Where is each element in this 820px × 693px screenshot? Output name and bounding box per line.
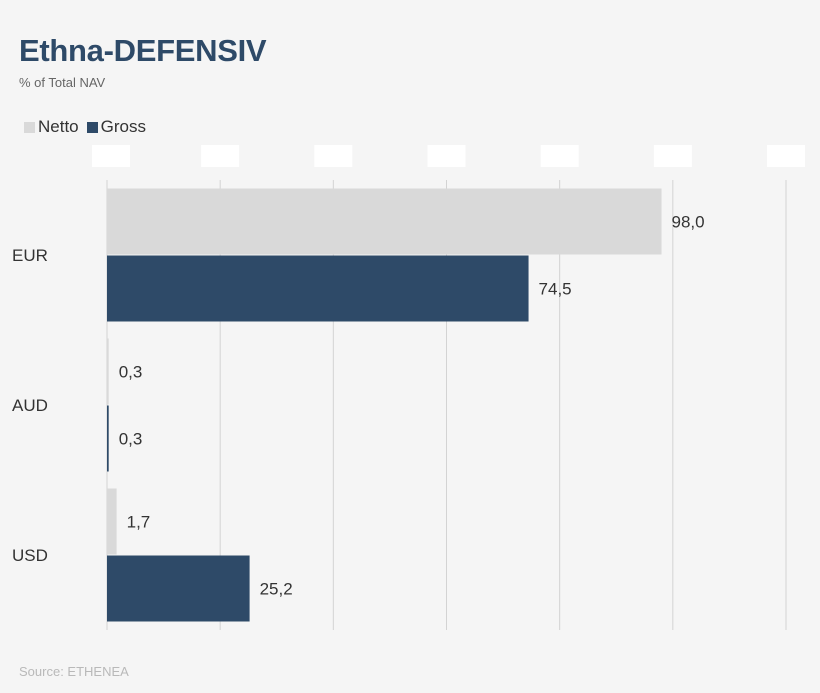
data-label: 0,3 (119, 363, 143, 382)
category-label: USD (12, 546, 48, 565)
x-tick-label-box (540, 145, 579, 167)
legend-item-netto: Netto (24, 117, 79, 137)
x-tick-label-box (201, 145, 240, 167)
x-tick-label-box (427, 145, 466, 167)
legend-swatch-gross (86, 121, 98, 133)
bar-gross (107, 255, 529, 322)
chart-subtitle: % of Total NAV (19, 75, 106, 90)
category-label: EUR (12, 246, 48, 265)
bar-netto (107, 188, 662, 255)
x-tick-label-box (314, 145, 353, 167)
legend-label-netto: Netto (38, 117, 79, 136)
x-tick-label-box (767, 145, 805, 167)
data-label: 98,0 (672, 213, 705, 232)
chart-title: Ethna-DEFENSIV (19, 33, 267, 68)
chart-legend: Netto Gross (24, 117, 150, 137)
category-label: AUD (12, 396, 48, 415)
legend-item-gross: Gross (86, 117, 146, 137)
data-label: 25,2 (260, 580, 293, 599)
legend-swatch-netto (24, 121, 35, 133)
x-tick-label-box (653, 145, 692, 167)
legend-label-gross: Gross (100, 117, 146, 136)
bar-netto (107, 488, 117, 555)
x-tick-label-box (92, 145, 130, 167)
bar-gross (107, 555, 250, 622)
bar-gross (107, 405, 109, 472)
data-label: 74,5 (539, 280, 572, 299)
bar-netto (107, 338, 109, 405)
data-label: 0,3 (119, 430, 143, 449)
source-note: Source: ETHENEA (19, 664, 129, 679)
data-label: 1,7 (127, 513, 151, 532)
